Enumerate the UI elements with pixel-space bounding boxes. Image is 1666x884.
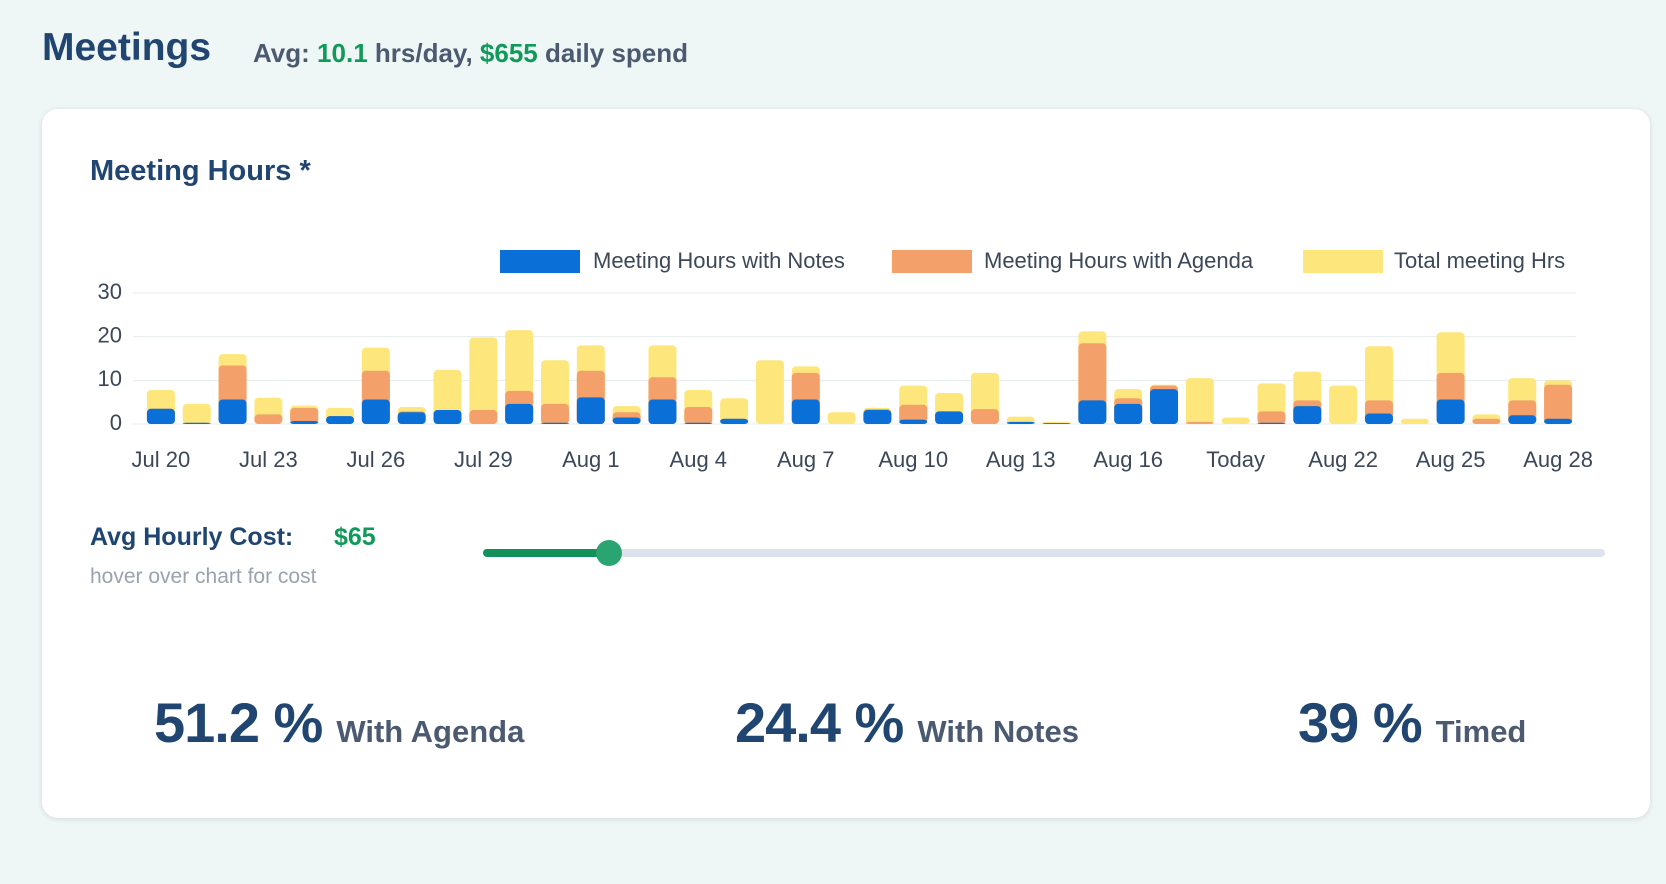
legend-swatch bbox=[892, 250, 972, 273]
y-tick-label: 10 bbox=[98, 366, 122, 391]
cost-label: Avg Hourly Cost: bbox=[90, 523, 294, 551]
y-tick-label: 30 bbox=[98, 279, 122, 304]
x-tick-label: Jul 23 bbox=[239, 447, 298, 472]
x-tick-label: Aug 10 bbox=[878, 447, 948, 472]
x-tick-label: Aug 22 bbox=[1308, 447, 1378, 472]
bar bbox=[935, 411, 964, 424]
bar bbox=[433, 410, 462, 424]
bar bbox=[1114, 403, 1143, 424]
bar bbox=[182, 403, 211, 424]
bar bbox=[361, 399, 390, 424]
bar bbox=[1185, 378, 1214, 424]
bar bbox=[1400, 418, 1429, 424]
bar bbox=[1329, 385, 1358, 424]
x-tick-label: Today bbox=[1206, 447, 1265, 472]
bar bbox=[863, 410, 892, 424]
stat: 51.2 % With Agenda bbox=[154, 690, 524, 755]
bar bbox=[146, 408, 175, 424]
avg-label: Avg: bbox=[253, 38, 310, 68]
page-title: Meetings bbox=[42, 26, 212, 69]
bar bbox=[290, 407, 319, 424]
legend-swatch bbox=[500, 250, 580, 273]
bar bbox=[1078, 400, 1107, 424]
x-tick-label: Aug 1 bbox=[562, 447, 620, 472]
bar bbox=[1508, 415, 1537, 424]
cost-value: $65 bbox=[334, 523, 376, 551]
bar bbox=[1364, 413, 1393, 424]
bar bbox=[970, 409, 999, 424]
legend-label: Meeting Hours with Notes bbox=[593, 248, 845, 273]
bar bbox=[397, 412, 426, 424]
legend-label: Meeting Hours with Agenda bbox=[984, 248, 1254, 273]
bar bbox=[1150, 389, 1179, 424]
slider-knob[interactable] bbox=[596, 540, 622, 566]
bar bbox=[720, 398, 749, 424]
stat: 39 % Timed bbox=[1298, 690, 1526, 755]
avg-hours: 10.1 bbox=[317, 38, 368, 68]
bar bbox=[648, 399, 677, 424]
chart-title: Meeting Hours * bbox=[90, 155, 311, 187]
stat-value: 51.2 % bbox=[154, 691, 323, 754]
bar bbox=[791, 399, 820, 424]
x-tick-label: Jul 29 bbox=[454, 447, 513, 472]
x-tick-label: Aug 7 bbox=[777, 447, 835, 472]
spend-label: daily spend bbox=[544, 38, 689, 68]
bar bbox=[1221, 417, 1250, 424]
bar bbox=[182, 422, 211, 424]
bar bbox=[1042, 423, 1071, 424]
stat: 24.4 % With Notes bbox=[735, 690, 1079, 755]
bar bbox=[218, 399, 247, 424]
x-tick-label: Jul 26 bbox=[347, 447, 406, 472]
x-tick-label: Aug 13 bbox=[986, 447, 1056, 472]
bar bbox=[1185, 421, 1214, 424]
bar bbox=[1436, 399, 1465, 424]
bar bbox=[505, 403, 534, 424]
x-tick-label: Aug 25 bbox=[1416, 447, 1486, 472]
stat-label: With Agenda bbox=[336, 714, 525, 749]
hours-unit: hrs/day, bbox=[374, 38, 473, 68]
bar bbox=[1544, 384, 1573, 424]
stat-label: Timed bbox=[1435, 714, 1527, 749]
bar bbox=[1257, 411, 1286, 424]
y-tick-label: 0 bbox=[110, 410, 122, 435]
legend-swatch bbox=[1303, 250, 1383, 273]
bar bbox=[1006, 421, 1035, 424]
bar bbox=[254, 414, 283, 424]
bar bbox=[1472, 418, 1501, 424]
stat-value: 39 % bbox=[1298, 691, 1423, 754]
bar bbox=[899, 419, 928, 424]
bar bbox=[469, 410, 498, 424]
x-tick-label: Aug 28 bbox=[1523, 447, 1593, 472]
card bbox=[42, 109, 1650, 818]
bar bbox=[540, 422, 569, 424]
stat-label: With Notes bbox=[917, 714, 1079, 749]
x-tick-label: Aug 4 bbox=[670, 447, 728, 472]
bar bbox=[684, 422, 713, 424]
bar bbox=[612, 417, 641, 424]
x-tick-label: Aug 16 bbox=[1093, 447, 1163, 472]
bar bbox=[1544, 418, 1573, 424]
cost-hint: hover over chart for cost bbox=[90, 565, 317, 588]
bar bbox=[290, 420, 319, 424]
x-tick-label: Jul 20 bbox=[132, 447, 191, 472]
stat-value: 24.4 % bbox=[735, 691, 904, 754]
bar bbox=[469, 337, 498, 424]
summary: Avg: 10.1 hrs/day, $655 daily spend bbox=[253, 38, 688, 69]
y-tick-label: 20 bbox=[98, 322, 122, 347]
legend-label: Total meeting Hrs bbox=[1394, 248, 1565, 273]
bar bbox=[1293, 406, 1322, 424]
bar bbox=[720, 418, 749, 424]
bar bbox=[684, 406, 713, 424]
bar bbox=[899, 404, 928, 424]
bar bbox=[755, 360, 784, 424]
bar bbox=[1257, 422, 1286, 424]
bar bbox=[326, 416, 355, 424]
daily-spend: $655 bbox=[479, 38, 538, 68]
bar bbox=[576, 397, 605, 424]
bar bbox=[540, 403, 569, 424]
bar bbox=[827, 412, 856, 424]
